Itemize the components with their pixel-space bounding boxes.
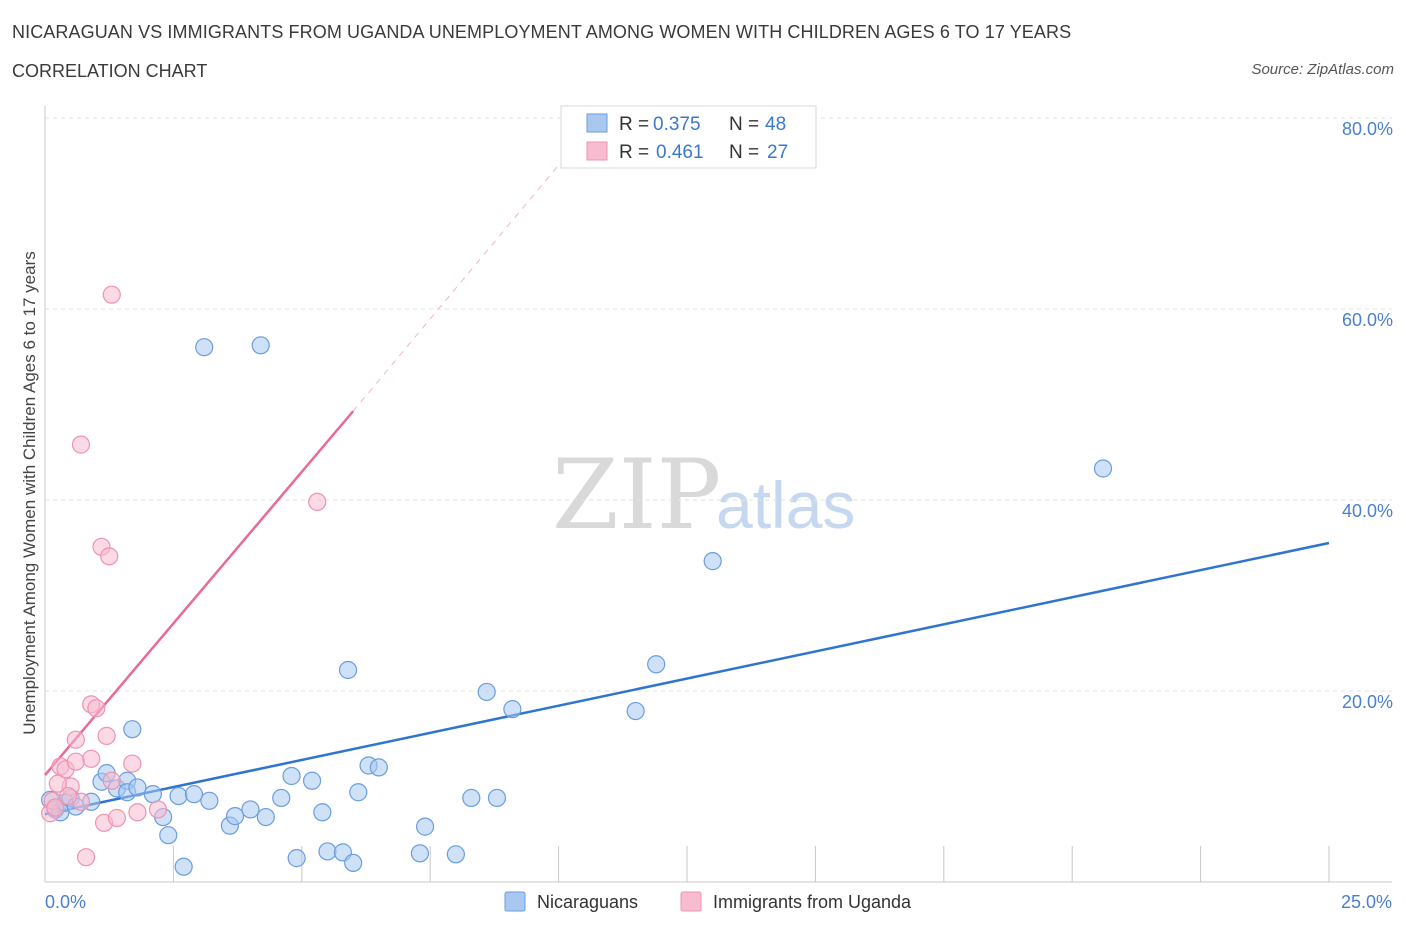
data-point-nicaraguans bbox=[349, 783, 368, 802]
data-point-uganda bbox=[76, 848, 96, 867]
data-point-uganda bbox=[48, 774, 67, 793]
data-point-nicaraguans bbox=[313, 803, 332, 822]
trendline-nicaraguans bbox=[44, 541, 1330, 816]
legend-n-value-pink: 27 bbox=[767, 142, 788, 163]
data-point-uganda bbox=[87, 699, 106, 718]
data-point-uganda bbox=[308, 492, 327, 512]
trendline-uganda-extension bbox=[352, 146, 575, 412]
data-point-nicaraguans bbox=[241, 800, 260, 819]
data-point-uganda bbox=[148, 800, 168, 819]
source-credit: Source: ZipAtlas.com bbox=[1251, 61, 1394, 78]
data-point-uganda bbox=[107, 808, 127, 828]
data-point-uganda bbox=[97, 726, 116, 745]
data-point-nicaraguans bbox=[503, 700, 522, 719]
data-point-uganda bbox=[100, 547, 119, 566]
series-legend: Nicaraguans Immigrants from Uganda bbox=[504, 891, 912, 912]
data-point-nicaraguans bbox=[302, 771, 322, 790]
trendline-uganda bbox=[44, 410, 355, 776]
legend-swatch-pink bbox=[586, 141, 608, 161]
data-point-nicaraguans bbox=[272, 788, 291, 808]
legend-r-label-pink: R = bbox=[619, 142, 649, 163]
data-point-nicaraguans bbox=[169, 786, 188, 806]
chart-title: NICARAGUAN VS IMMIGRANTS FROM UGANDA UNE… bbox=[12, 22, 1072, 42]
watermark-zip: ZIP bbox=[552, 439, 721, 551]
data-point-uganda bbox=[102, 285, 121, 304]
legend-r-value-blue: 0.375 bbox=[653, 114, 701, 135]
data-point-nicaraguans bbox=[282, 766, 301, 786]
gridlines bbox=[45, 117, 1392, 692]
data-point-nicaraguans bbox=[338, 660, 358, 680]
data-point-nicaraguans bbox=[1093, 459, 1113, 478]
uganda-points bbox=[41, 285, 327, 867]
legend-r-value-pink: 0.461 bbox=[656, 142, 704, 163]
x-tick-max: 25.0% bbox=[1341, 892, 1392, 912]
data-point-uganda bbox=[128, 803, 147, 822]
legend-n-label-pink: N = bbox=[729, 142, 759, 163]
data-point-nicaraguans bbox=[184, 785, 204, 804]
data-point-nicaraguans bbox=[703, 552, 722, 571]
legend-n-value-blue: 48 bbox=[765, 114, 786, 135]
data-point-nicaraguans bbox=[143, 785, 162, 804]
data-point-nicaraguans bbox=[128, 778, 147, 797]
data-point-uganda bbox=[46, 798, 65, 817]
data-point-nicaraguans bbox=[344, 853, 363, 873]
y-axis-label: Unemployment Among Women with Children A… bbox=[20, 251, 39, 735]
nicaraguans-points bbox=[41, 336, 1113, 876]
y-tick-labels: 20.0% 40.0% 60.0% 80.0% bbox=[1342, 119, 1393, 712]
correlation-legend: R = 0.375 N = 48 R = 0.461 N = 27 bbox=[560, 105, 817, 169]
data-point-nicaraguans bbox=[159, 826, 178, 845]
data-point-nicaraguans bbox=[446, 845, 465, 864]
legend-swatch-blue bbox=[586, 113, 608, 133]
bottom-legend-label-uganda: Immigrants from Uganda bbox=[713, 892, 912, 912]
x-tick-min: 0.0% bbox=[45, 892, 86, 912]
data-point-uganda bbox=[102, 771, 121, 790]
legend-r-label-blue: R = bbox=[619, 114, 649, 135]
y-tick-label-80: 80.0% bbox=[1342, 119, 1393, 139]
data-point-nicaraguans bbox=[626, 701, 645, 721]
data-point-nicaraguans bbox=[287, 849, 306, 868]
chart-subtitle: CORRELATION CHART bbox=[12, 61, 208, 81]
data-point-nicaraguans bbox=[415, 817, 435, 836]
data-point-nicaraguans bbox=[225, 807, 245, 826]
data-point-nicaraguans bbox=[123, 720, 142, 739]
data-point-nicaraguans bbox=[195, 338, 214, 357]
bottom-legend-swatch-pink bbox=[680, 891, 702, 912]
watermark-atlas: atlas bbox=[716, 468, 855, 542]
data-point-nicaraguans bbox=[174, 857, 193, 876]
data-point-uganda bbox=[66, 752, 85, 771]
data-point-nicaraguans bbox=[369, 758, 388, 777]
data-point-nicaraguans bbox=[318, 842, 337, 861]
data-point-uganda bbox=[123, 754, 142, 773]
data-point-uganda bbox=[82, 749, 101, 768]
data-point-uganda bbox=[66, 730, 85, 749]
data-point-uganda bbox=[59, 786, 78, 806]
bottom-legend-label-nicaraguans: Nicaraguans bbox=[537, 892, 638, 912]
bottom-legend-swatch-blue bbox=[504, 891, 526, 912]
data-point-nicaraguans bbox=[487, 788, 507, 808]
data-point-nicaraguans bbox=[462, 788, 481, 808]
y-tick-label-20: 20.0% bbox=[1342, 692, 1393, 712]
data-point-nicaraguans bbox=[410, 844, 430, 863]
y-tick-label-40: 40.0% bbox=[1342, 501, 1393, 521]
data-point-nicaraguans bbox=[477, 682, 496, 702]
legend-n-label-blue: N = bbox=[729, 114, 759, 135]
data-point-uganda bbox=[71, 435, 91, 454]
y-tick-label-60: 60.0% bbox=[1342, 310, 1393, 330]
data-point-nicaraguans bbox=[251, 336, 270, 355]
data-point-nicaraguans bbox=[200, 791, 219, 810]
data-point-nicaraguans bbox=[647, 655, 666, 674]
data-point-nicaraguans bbox=[256, 807, 275, 827]
